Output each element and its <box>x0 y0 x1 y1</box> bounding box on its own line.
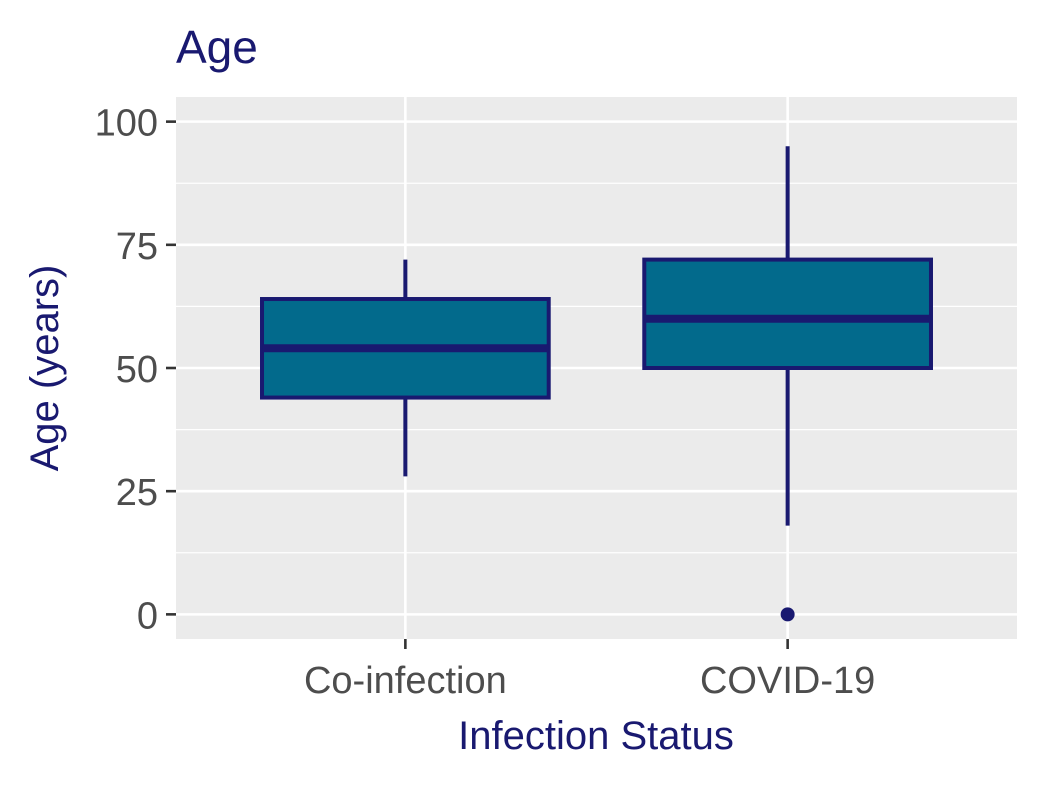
y-tick-label: 50 <box>116 349 158 391</box>
box-group <box>642 146 933 622</box>
y-tick-label: 0 <box>137 595 158 637</box>
outlier-point <box>780 607 795 622</box>
y-tick-label: 75 <box>116 226 158 268</box>
boxes <box>260 146 933 622</box>
x-axis-label: Infection Status <box>458 714 734 758</box>
box-iqr <box>642 257 933 371</box>
chart-title: Age <box>176 21 258 73</box>
axes: 0 25 50 75 100 Co-infection COVID-19 <box>95 103 876 702</box>
box-group <box>260 259 551 477</box>
y-tick-label: 25 <box>116 472 158 514</box>
y-tick-label: 100 <box>95 103 158 145</box>
x-tick-label: COVID-19 <box>700 660 875 702</box>
x-tick-label: Co-infection <box>304 660 507 702</box>
y-axis-label: Age (years) <box>23 265 67 472</box>
